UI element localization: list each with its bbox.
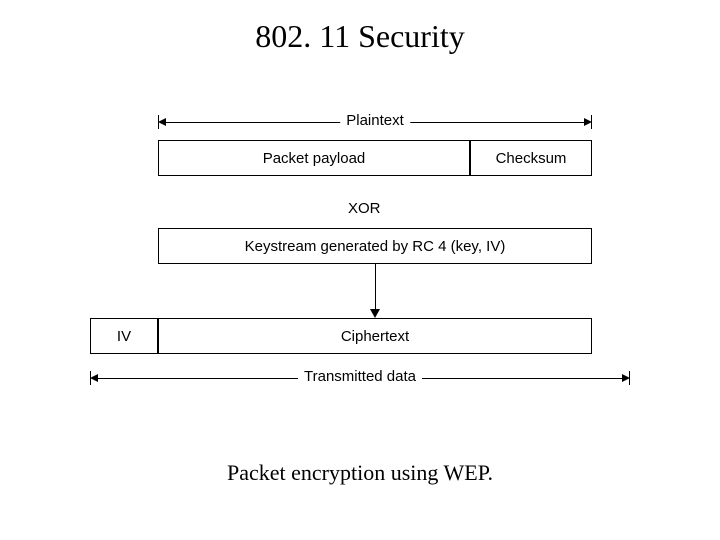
extent-label-plaintext: Plaintext xyxy=(340,112,410,129)
extent-label-transmitted: Transmitted data xyxy=(298,368,422,385)
page-title: 802. 11 Security xyxy=(0,18,720,55)
box-checksum: Checksum xyxy=(470,140,592,176)
down-arrow-icon xyxy=(374,264,375,318)
xor-label: XOR xyxy=(348,200,381,217)
box-label: Ciphertext xyxy=(341,328,409,345)
arrow-shaft xyxy=(375,264,376,309)
wep-diagram: Plaintext Packet payload Checksum XOR Ke… xyxy=(90,110,630,410)
arrow-head-icon xyxy=(370,309,380,318)
box-ciphertext: Ciphertext xyxy=(158,318,592,354)
box-label: Checksum xyxy=(496,150,567,167)
box-packet-payload: Packet payload xyxy=(158,140,470,176)
box-keystream: Keystream generated by RC 4 (key, IV) xyxy=(158,228,592,264)
box-label: Keystream generated by RC 4 (key, IV) xyxy=(245,238,506,255)
figure-caption: Packet encryption using WEP. xyxy=(0,460,720,486)
arrow-left-icon xyxy=(158,118,166,126)
box-label: Packet payload xyxy=(263,150,366,167)
extent-tick xyxy=(629,371,630,385)
arrow-left-icon xyxy=(90,374,98,382)
extent-tick xyxy=(591,115,592,129)
box-iv: IV xyxy=(90,318,158,354)
box-label: IV xyxy=(117,328,131,345)
